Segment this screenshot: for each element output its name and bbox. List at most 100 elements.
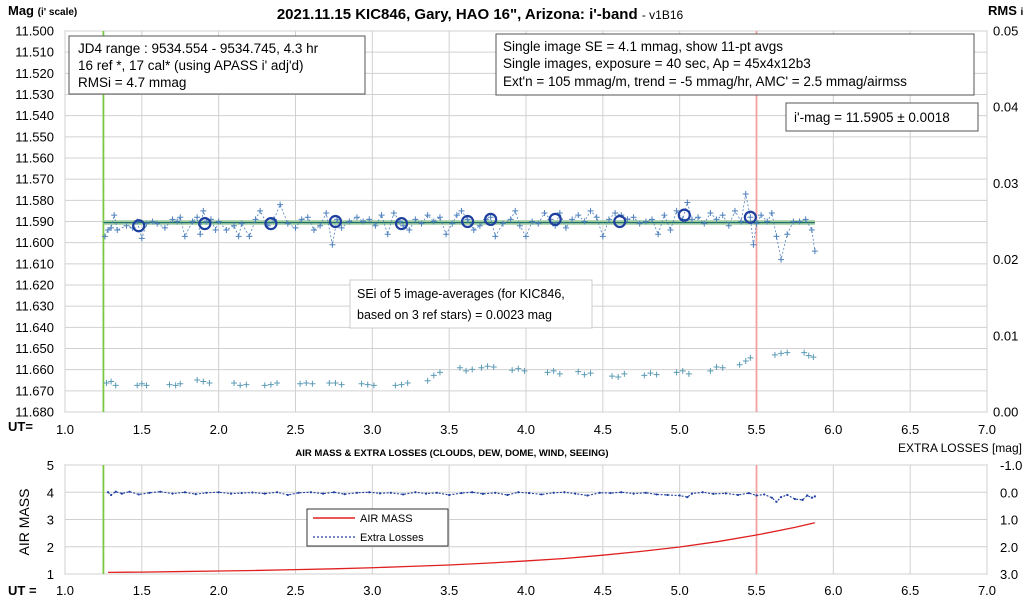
data-point	[569, 216, 576, 223]
average-point	[328, 214, 343, 229]
average-point	[198, 217, 212, 231]
bottom-x-tick-label: 7.0	[978, 583, 996, 598]
bottom-x-tick-label: 5.5	[747, 583, 765, 598]
extra-losses-point	[517, 491, 520, 494]
data-point	[747, 214, 754, 221]
data-point	[790, 218, 797, 225]
data-point	[436, 214, 443, 221]
extra-losses-point	[251, 491, 254, 494]
average-point	[394, 217, 409, 231]
extra-losses-point	[786, 493, 789, 497]
rms-point	[332, 380, 339, 387]
extra-losses-point	[263, 492, 266, 495]
rms-point	[194, 376, 201, 383]
rms-point	[778, 350, 785, 357]
data-point	[360, 218, 367, 225]
extra-losses-point	[368, 491, 371, 494]
y2-tick-label: 0.05	[993, 24, 1018, 39]
data-point	[257, 207, 264, 214]
extra-losses-point	[194, 493, 197, 496]
y-tick-label: 11.590	[15, 214, 54, 229]
data-point	[707, 210, 714, 217]
data-point	[346, 218, 353, 225]
info-right-line2: Single images, exposure = 40 sec, Ap = 4…	[503, 56, 811, 71]
data-point	[512, 207, 519, 214]
data-point	[581, 218, 588, 225]
series-averages	[132, 208, 757, 233]
data-point	[197, 231, 204, 238]
y-tick-label: 11.630	[15, 299, 54, 314]
data-point	[764, 218, 771, 225]
data-point	[688, 216, 695, 223]
x-tick-label: 3.0	[363, 422, 381, 437]
extra-losses-point	[506, 493, 509, 497]
data-point	[516, 222, 523, 229]
data-point	[390, 210, 397, 217]
data-point	[443, 231, 450, 238]
rms-point	[138, 380, 145, 387]
bottom-y2-tick-label: 2.0	[1000, 540, 1018, 555]
extra-losses-point	[275, 491, 279, 494]
data-point	[605, 216, 612, 223]
data-point	[310, 226, 317, 233]
bottom-x-tick-label: 1.5	[133, 583, 151, 598]
rms-point	[143, 382, 150, 389]
data-point	[773, 233, 780, 240]
data-point	[695, 214, 702, 221]
data-point	[123, 222, 130, 229]
bottom-y-tick-label: 4	[47, 485, 54, 500]
data-point	[252, 216, 259, 223]
data-point	[487, 214, 494, 221]
extra-losses-point	[106, 491, 110, 494]
bottom-grid	[64, 464, 988, 575]
rms-point	[231, 380, 238, 387]
data-point	[630, 214, 637, 221]
x-tick-label: 2.0	[210, 422, 228, 437]
extra-losses-point	[701, 491, 704, 494]
extra-losses-point	[114, 490, 117, 493]
data-point	[161, 224, 168, 231]
rms-point	[707, 367, 714, 374]
rms-point	[484, 363, 491, 370]
data-point	[212, 226, 219, 233]
extra-losses-point	[644, 491, 647, 494]
extra-losses-point	[806, 494, 809, 497]
rms-point	[424, 377, 431, 384]
extra-losses-point	[527, 491, 531, 495]
extra-losses-point	[678, 494, 681, 497]
data-point	[499, 220, 506, 227]
y-tick-label: 11.550	[15, 129, 54, 144]
info-box-right: Single image SE = 4.1 mmag, show 11-pt a…	[495, 33, 975, 96]
rms-point	[509, 367, 516, 374]
x-tick-label: 6.5	[901, 422, 919, 437]
extra-losses-point	[183, 491, 186, 494]
extra-losses-point	[460, 491, 463, 495]
x-tick-label: 3.5	[440, 422, 458, 437]
rms-point	[469, 366, 476, 373]
average-point	[132, 219, 146, 233]
data-point	[111, 212, 118, 219]
data-point	[612, 210, 619, 217]
rms-point	[404, 380, 411, 387]
sei-box: SEi of 5 image-averages (for KIC846, bas…	[349, 279, 593, 329]
data-point	[784, 231, 791, 238]
rms-point	[784, 349, 791, 356]
data-point	[587, 207, 594, 214]
extra-losses-point	[779, 496, 783, 499]
data-point	[642, 218, 649, 225]
y-tick-label: 11.580	[15, 193, 54, 208]
series-rms	[103, 349, 817, 389]
data-point	[667, 226, 674, 233]
chart-title-suffix: - v1B16	[642, 8, 684, 22]
y-tick-label: 11.680	[15, 405, 54, 420]
data-point	[384, 231, 391, 238]
bottom-chart: AIR MASS & EXTRA LOSSES (CLOUDS, DEW, DO…	[8, 441, 1022, 598]
bottom-y-axis-label: AIR MASS	[16, 489, 32, 556]
y-tick-label: 11.620	[15, 278, 54, 293]
top-series	[101, 190, 818, 389]
y-axis-label-small: (i' scale)	[38, 7, 78, 18]
bottom-x-tick-label: 3.5	[440, 583, 458, 598]
data-point	[778, 256, 785, 263]
data-point	[529, 218, 536, 225]
extra-losses-point	[297, 491, 300, 494]
